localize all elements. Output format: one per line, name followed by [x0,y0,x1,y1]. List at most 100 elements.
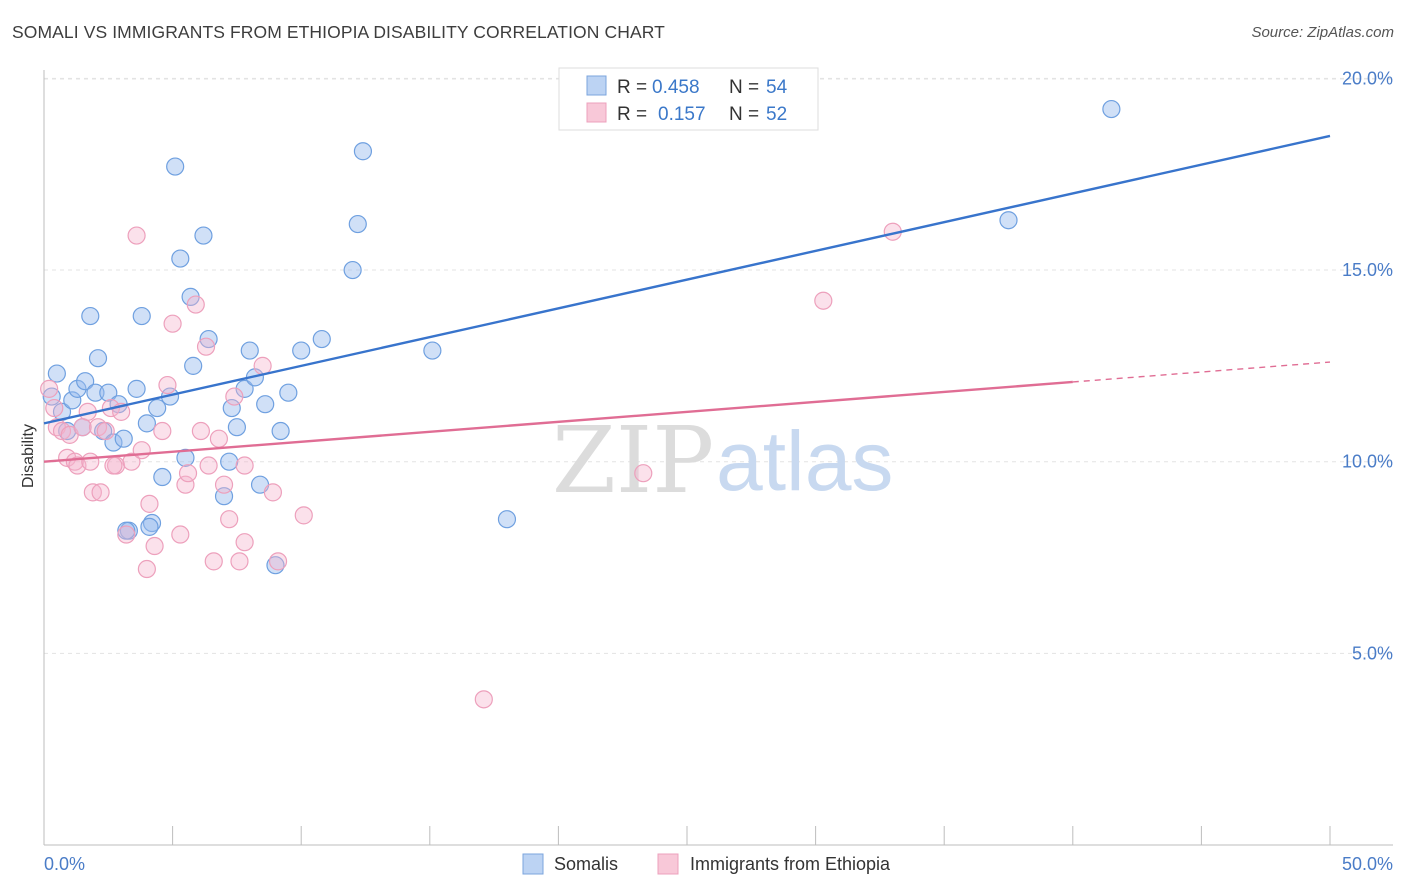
legend-n-value-2: 52 [766,104,787,125]
ethiopia-point-43 [253,356,272,375]
legend: R = 0.458 N = 54 R = 0.157 N = 52 [558,67,819,131]
somalis-point-39 [256,395,275,414]
ethiopia-point-0 [40,379,59,398]
somalis-point-22 [153,467,172,487]
somalis-point-34 [227,418,246,437]
ethiopia-point-47 [474,690,493,709]
ethiopia-point-37 [214,475,234,494]
somalis-point-7 [76,372,95,391]
ethiopia-trend-extension [1072,361,1331,383]
legend-n-label-2: N = [729,104,759,125]
ethiopia-point-42 [235,533,254,552]
somalis-point-49 [497,510,517,529]
somalis-point-33 [222,398,241,418]
ethiopia-point-27 [163,314,182,333]
somalis-point-44 [312,329,331,349]
source-credit: Source: ZipAtlas.com [1251,24,1394,41]
ethiopia-point-18 [117,525,136,544]
legend-n-value-1: 54 [766,77,788,98]
somalis-point-52 [999,211,1018,230]
legend-r-value-2: 0.157 [658,104,706,125]
legend-n-label-1: N = [729,77,759,98]
legend-swatch-somalis [586,75,607,96]
somalis-point-42 [279,383,298,402]
legend-r-label-1: R = [617,77,647,98]
somalis-point-15 [114,429,133,448]
ethiopia-point-10 [81,452,100,471]
ethiopia-point-40 [230,552,249,571]
somalis-point-18 [132,306,151,326]
watermark-atlas: atlas [716,414,893,508]
ethiopia-point-35 [204,552,223,571]
ethiopia-point-33 [196,337,216,356]
trend-lines [43,134,1331,463]
axes [43,70,1393,846]
somalis-point-41 [271,421,290,441]
somalis-point-26 [176,448,195,467]
ethiopia-point-21 [132,441,151,460]
somalis-point-47 [353,142,373,161]
ethiopia-point-14 [96,421,115,441]
ethiopia-point-22 [137,559,156,579]
ethiopia-point-11 [83,483,102,502]
somalis-point-50 [117,521,136,540]
ethiopia-point-23 [140,494,159,513]
somalis-point-48 [423,341,442,360]
ethiopia-point-25 [153,421,172,441]
somalis-point-43 [292,341,311,360]
bottom-legend-ethiopia: Immigrants from Ethiopia [690,854,891,874]
ethiopia-point-46 [294,506,313,525]
ethiopia-point-48 [634,464,653,483]
ethiopia-point-44 [263,483,283,502]
chart-title: SOMALI VS IMMIGRANTS FROM ETHIOPIA DISAB… [12,22,665,42]
y-axis-label: Disability [20,424,37,488]
y-tick-labels: 5.0% 10.0% 15.0% 20.0% [1342,68,1393,663]
ethiopia-point-31 [186,295,205,314]
somalis-point-4 [63,391,82,410]
legend-swatch-ethiopia [586,102,607,123]
ethiopia-trend-line [43,380,1073,463]
somalis-point-10 [88,349,108,368]
ethiopia-point-20 [127,226,146,245]
ethiopia-point-13 [91,483,110,502]
somalis-point-12 [99,383,118,402]
ethiopia-point-49 [814,291,833,310]
somalis-point-28 [184,356,203,375]
ethiopia-point-41 [235,456,254,475]
ethiopia-point-28 [171,525,190,544]
series-somalis-points [42,99,1121,575]
somalis-point-24 [166,157,185,176]
ethiopia-point-1 [45,398,64,418]
somalis-point-25 [171,249,190,268]
x-tick-label-max: 50.0% [1342,854,1393,874]
ethiopia-point-29 [176,475,195,494]
y-tick-label-5: 5.0% [1352,643,1393,663]
bottom-legend-swatch-ethiopia [657,853,679,875]
ethiopia-point-36 [209,429,228,448]
somalis-point-1 [47,364,66,383]
somalis-point-35 [235,379,254,398]
somalis-point-19 [137,414,156,433]
somalis-point-5 [68,379,87,398]
somalis-point-9 [86,383,105,402]
somalis-point-46 [348,214,367,234]
ethiopia-point-45 [268,552,288,571]
y-tick-label-15: 15.0% [1342,260,1393,280]
somalis-point-32 [220,452,239,471]
legend-r-value-1: 0.458 [652,77,700,98]
ethiopia-point-30 [178,464,198,483]
ethiopia-point-39 [225,387,244,406]
somalis-point-36 [240,341,259,360]
y-tick-label-20: 20.0% [1342,68,1393,88]
ethiopia-point-24 [145,536,164,556]
ethiopia-point-19 [122,452,141,471]
ethiopia-point-51 [104,456,123,475]
y-tick-label-10: 10.0% [1342,452,1393,472]
somalis-point-17 [127,379,146,398]
ethiopia-point-38 [220,510,239,529]
somalis-point-8 [81,306,100,326]
watermark-zip: ZIP [552,407,714,514]
ethiopia-point-34 [199,456,218,475]
bottom-legend-somalis: Somalis [554,854,618,874]
